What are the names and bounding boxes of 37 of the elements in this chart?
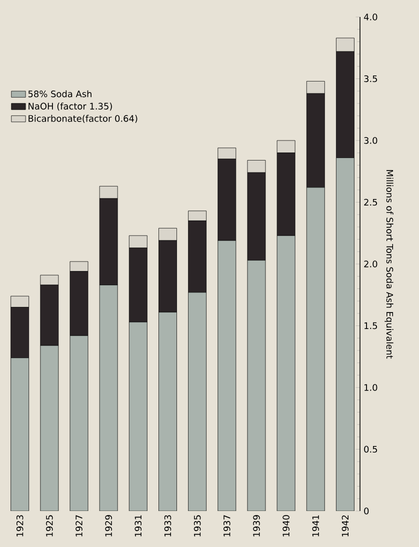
y-tick-label: 4.0 <box>364 14 378 20</box>
x-tick-label: 1942 <box>342 515 349 536</box>
bar <box>70 336 88 511</box>
bar <box>277 236 296 511</box>
y-tick-label: 0 <box>364 508 369 514</box>
y-tick-label: 2.5 <box>364 198 377 206</box>
x-tick-label: 1929 <box>105 515 112 536</box>
x-tick-label: 1935 <box>194 515 201 536</box>
bar <box>336 158 354 511</box>
y-tick-label: 0.5 <box>364 446 377 453</box>
bar <box>247 260 266 511</box>
y-tick-label: 1.0 <box>364 384 378 391</box>
x-tick-label: 1931 <box>134 515 142 536</box>
x-tick-label: 1933 <box>164 515 172 536</box>
bar <box>218 240 236 511</box>
x-tick-label: 1923 <box>16 515 24 536</box>
bar <box>10 358 29 511</box>
y-tick-label: 3.0 <box>364 137 378 144</box>
x-tick-label: 1939 <box>253 515 260 536</box>
x-tick-label: 1940 <box>282 515 290 536</box>
bar <box>188 292 206 511</box>
x-tick-label: 1927 <box>76 515 82 536</box>
y-tick-label: 2.0 <box>364 260 378 268</box>
legend-label: NaOH (factor 1.35) <box>28 102 112 111</box>
y-tick-label: 3.5 <box>364 75 377 82</box>
y-tick-label: 1.5 <box>364 322 377 330</box>
bar <box>158 312 177 511</box>
bar <box>40 346 58 511</box>
x-tick-label: 1937 <box>224 515 230 536</box>
legend-label: Bicarbonate(factor 0.64) <box>28 114 138 123</box>
y-axis-title: Millions of Short Tons Soda Ash Equivalent <box>384 170 394 359</box>
x-tick-label: 1925 <box>46 515 53 536</box>
bar <box>306 187 325 511</box>
bar <box>129 322 148 511</box>
bar <box>100 284 118 511</box>
legend-label: 58% Soda Ash <box>28 90 92 98</box>
x-tick-label: 1941 <box>312 515 320 536</box>
